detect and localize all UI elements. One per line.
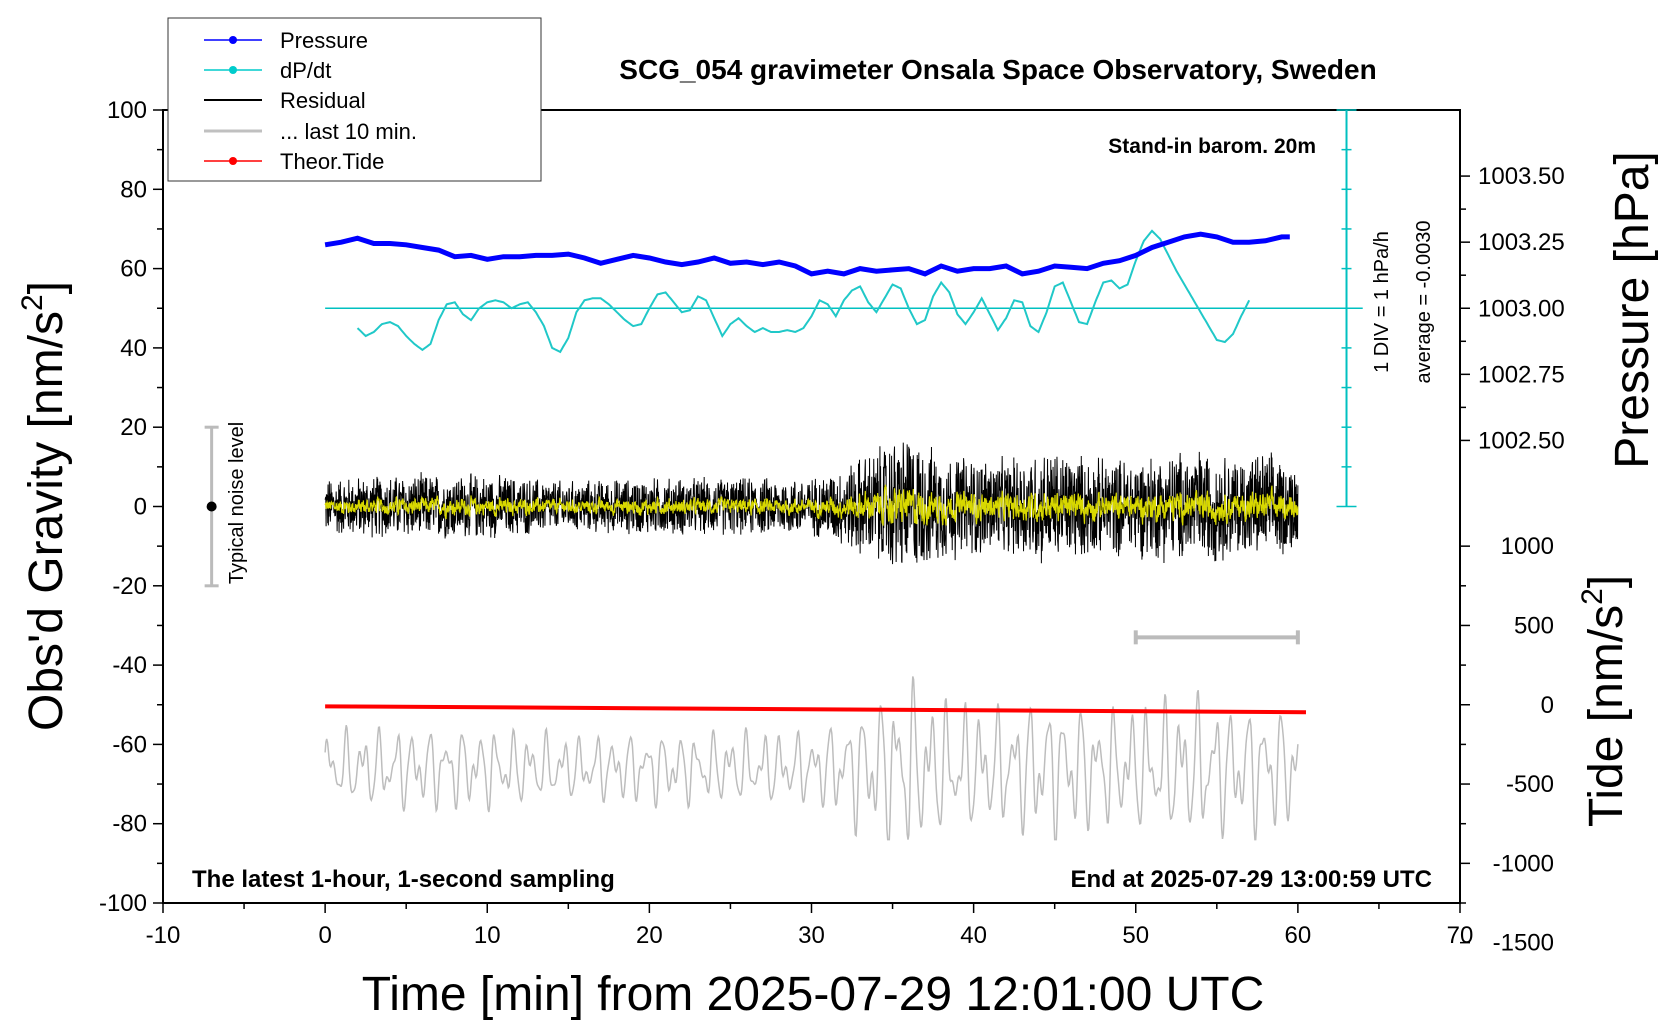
y-tick-label: -60 <box>112 731 147 758</box>
last-10-min-series-line <box>324 676 1299 841</box>
residual-filtered-line <box>324 484 1299 526</box>
pressure-tick-label: 1003.00 <box>1478 295 1565 322</box>
tide-tick-label: 500 <box>1514 612 1554 639</box>
legend-entry-pressure: Pressure <box>204 28 368 53</box>
x-tick-label: 30 <box>798 922 825 949</box>
theor-tide-series-line <box>325 704 1306 715</box>
y-axis-label-sup: 2 <box>16 294 49 311</box>
div-scale-annotation: 1 DIV = 1 hPa/h <box>1371 231 1393 373</box>
x-tick-label: 20 <box>636 922 663 949</box>
barometer-annotation: Stand-in barom. 20m <box>1108 135 1316 158</box>
pressure-tick-label: 1002.75 <box>1478 361 1565 388</box>
x-axis-ticks: -10 0 10 20 30 40 50 60 70 <box>146 903 1474 949</box>
legend-tide-marker <box>229 157 237 165</box>
y-tick-label: 80 <box>120 176 147 203</box>
y-tick-label: -80 <box>112 811 147 838</box>
pressure-series-line <box>324 231 1290 277</box>
tide-axis-label-prefix: Tide [nm/s <box>1580 605 1633 827</box>
legend-entry-residual: Residual <box>204 88 366 113</box>
bottom-left-annotation: The latest 1-hour, 1-second sampling <box>192 866 615 893</box>
legend: Pressure dP/dt Residual ... last 10 min.… <box>167 17 542 182</box>
bottom-right-annotation: End at 2025-07-29 13:00:59 UTC <box>1071 866 1433 893</box>
tide-tick-label: -1000 <box>1493 850 1554 877</box>
pressure-tick-label: 1002.50 <box>1478 427 1565 454</box>
x-tick-label: 10 <box>474 922 501 949</box>
tide-tick-label: -1500 <box>1493 930 1554 957</box>
y-axis-label-prefix: Obs'd Gravity [nm/s <box>20 311 73 731</box>
pressure-tick-label: 1003.50 <box>1478 163 1565 190</box>
noise-bar-center-dot <box>206 501 217 512</box>
y-tick-label: 0 <box>134 494 147 521</box>
pressure-tick-label: 1003.25 <box>1478 229 1565 256</box>
y-tick-label: 40 <box>120 335 147 362</box>
legend-entry-dpdt: dP/dt <box>204 58 331 83</box>
tide-axis-label-sup: 2 <box>1576 588 1609 605</box>
y-axis-label: Obs'd Gravity [nm/s2] <box>16 281 73 731</box>
x-tick-label: 60 <box>1285 922 1312 949</box>
legend-entry-last10: ... last 10 min. <box>204 119 417 144</box>
legend-dpdt-label: dP/dt <box>280 58 331 83</box>
pressure-axis-label: Pressure [hPa] <box>1606 151 1659 468</box>
dpdt-scale-bar <box>1336 109 1357 508</box>
pressure-axis-ticks: 1002.50 1002.75 1003.00 1003.25 1003.50 <box>1460 163 1565 454</box>
tide-tick-label: -500 <box>1506 771 1554 798</box>
chart-title: SCG_054 gravimeter Onsala Space Observat… <box>619 54 1376 85</box>
tide-tick-label: 0 <box>1541 692 1554 719</box>
y-tick-label: 60 <box>120 256 147 283</box>
y-tick-label: -100 <box>99 890 147 917</box>
legend-pressure-marker <box>229 36 237 44</box>
y-tick-label: -20 <box>112 573 147 600</box>
x-tick-label: 70 <box>1447 922 1474 949</box>
y-tick-label: -40 <box>112 652 147 679</box>
tide-axis-label-suffix: ] <box>1580 575 1633 588</box>
x-tick-label: 40 <box>960 922 987 949</box>
tide-tick-label: 1000 <box>1501 533 1554 560</box>
noise-level-bar <box>204 425 219 588</box>
y-tick-label: 100 <box>107 97 147 124</box>
legend-tide-label: Theor.Tide <box>280 149 384 174</box>
last-10-min-bar <box>1133 630 1300 645</box>
tide-axis-label: Tide [nm/s2] <box>1576 575 1633 827</box>
x-tick-label: 0 <box>318 922 331 949</box>
dpdt-series-line <box>356 229 1251 354</box>
x-tick-label: -10 <box>146 922 181 949</box>
legend-entry-tide: Theor.Tide <box>204 149 384 174</box>
tide-axis-ticks: 1000 500 0 -500 -1000 -1500 <box>1460 533 1554 957</box>
y-axis-ticks: -100 -80 -60 -40 -20 0 20 40 60 80 100 <box>99 97 163 917</box>
legend-residual-label: Residual <box>280 88 366 113</box>
legend-dpdt-marker <box>229 66 237 74</box>
average-annotation: average = -0.0030 <box>1413 221 1435 384</box>
legend-pressure-label: Pressure <box>280 28 368 53</box>
legend-last10-label: ... last 10 min. <box>280 119 417 144</box>
x-tick-label: 50 <box>1122 922 1149 949</box>
y-tick-label: 20 <box>120 414 147 441</box>
noise-level-label: Typical noise level <box>226 422 248 584</box>
y-axis-label-suffix: ] <box>20 281 73 294</box>
x-axis-label: Time [min] from 2025-07-29 12:01:00 UTC <box>362 968 1265 1020</box>
